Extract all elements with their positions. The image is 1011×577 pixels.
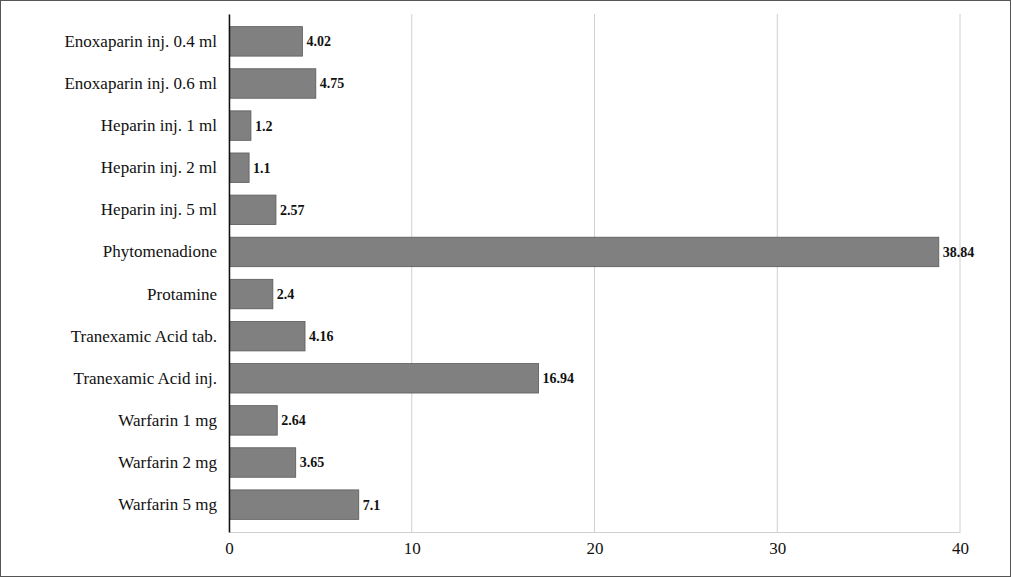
bars xyxy=(229,27,939,520)
y-tick: Heparin inj. 5 ml xyxy=(101,200,229,219)
y-tick: Protamine xyxy=(147,284,229,303)
y-tick: Warfarin 1 mg xyxy=(118,411,229,430)
bar xyxy=(229,153,249,182)
y-tick: Warfarin 2 mg xyxy=(118,453,229,472)
y-axis: Enoxaparin inj. 0.4 ml Enoxaparin inj. 0.… xyxy=(64,15,229,533)
y-tick: Phytomenadione xyxy=(103,242,229,261)
grid-line xyxy=(229,14,230,532)
frame xyxy=(1,1,1011,577)
x-tick-label: 30 xyxy=(769,539,786,558)
x-tick-label: 40 xyxy=(952,539,969,558)
bar xyxy=(229,27,302,56)
bar xyxy=(229,448,296,477)
category-label: Tranexamic Acid tab. xyxy=(71,327,217,346)
data-label: 4.02 xyxy=(306,34,331,49)
x-tick-label: 20 xyxy=(587,539,604,558)
data-label: 2.4 xyxy=(277,287,295,302)
bar xyxy=(229,364,539,393)
grid-line xyxy=(777,14,778,532)
bar xyxy=(229,321,305,350)
grid-line xyxy=(411,14,412,532)
category-label: Enoxaparin inj. 0.4 ml xyxy=(64,32,217,51)
data-label: 2.64 xyxy=(281,413,306,428)
grid-line xyxy=(960,14,961,532)
x-tick: 10 xyxy=(404,532,421,558)
y-tick: Enoxaparin inj. 0.6 ml xyxy=(64,74,229,93)
y-tick: Tranexamic Acid tab. xyxy=(71,327,229,346)
x-tick: 20 xyxy=(587,532,604,558)
data-label: 1.2 xyxy=(255,119,273,134)
category-label: Warfarin 1 mg xyxy=(118,411,217,430)
data-label: 7.1 xyxy=(363,498,381,513)
category-label: Tranexamic Acid inj. xyxy=(74,369,217,388)
x-axis: 0 10 20 30 40 xyxy=(225,532,969,558)
x-tick: 40 xyxy=(952,532,969,558)
category-label: Protamine xyxy=(147,284,217,303)
bar xyxy=(229,406,277,435)
data-label: 2.57 xyxy=(280,203,305,218)
y-tick: Heparin inj. 1 ml xyxy=(101,116,229,135)
chart: 010203040Enoxaparin inj. 0.4 mlEnoxapari… xyxy=(0,0,1011,577)
grid-line xyxy=(594,14,595,532)
data-label: 4.75 xyxy=(320,76,345,91)
category-label: Phytomenadione xyxy=(103,242,217,261)
x-tick: 0 xyxy=(225,532,234,558)
data-label: 38.84 xyxy=(943,245,975,260)
bar xyxy=(229,237,939,266)
category-label: Heparin inj. 1 ml xyxy=(101,116,217,135)
data-labels: 4.02 4.75 1.2 1.1 2.57 38.84 2.4 4.16 16.94 2.64 3… xyxy=(253,34,974,512)
data-label: 3.65 xyxy=(300,455,325,470)
category-label: Warfarin 5 mg xyxy=(118,495,217,514)
bar xyxy=(229,279,273,308)
y-axis-line xyxy=(229,15,231,533)
grid xyxy=(229,14,960,532)
bar xyxy=(229,111,251,140)
x-tick-label: 10 xyxy=(404,539,421,558)
data-label: 1.1 xyxy=(253,161,270,176)
bar xyxy=(229,195,276,224)
category-label: Enoxaparin inj. 0.6 ml xyxy=(64,74,217,93)
x-axis-line xyxy=(230,532,961,533)
data-label: 4.16 xyxy=(309,329,334,344)
data-label: 16.94 xyxy=(543,371,575,386)
y-tick: Enoxaparin inj. 0.4 ml xyxy=(64,32,229,51)
x-tick: 30 xyxy=(769,532,786,558)
bar xyxy=(229,490,359,519)
y-tick: Tranexamic Acid inj. xyxy=(74,369,229,388)
y-tick: Warfarin 5 mg xyxy=(118,495,229,514)
category-label: Warfarin 2 mg xyxy=(118,453,217,472)
category-label: Heparin inj. 5 ml xyxy=(101,200,217,219)
bar xyxy=(229,69,316,98)
x-tick-label: 0 xyxy=(225,539,234,558)
y-tick: Heparin inj. 2 ml xyxy=(101,158,229,177)
category-label: Heparin inj. 2 ml xyxy=(101,158,217,177)
